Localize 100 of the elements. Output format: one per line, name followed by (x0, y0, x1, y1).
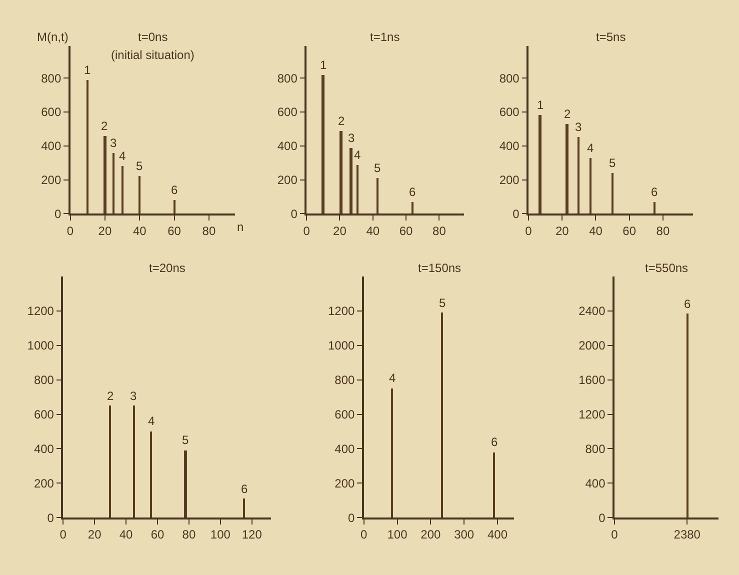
bar (538, 114, 542, 214)
annotation: 6 (491, 435, 498, 449)
annotation: 5 (374, 161, 381, 175)
y-tick-label: 1000 (328, 338, 356, 353)
y-tick-label: 800 (34, 373, 54, 388)
bar (173, 200, 176, 214)
bar (612, 172, 614, 214)
annotation: 1 (320, 58, 327, 72)
x-tick-label: 60 (150, 528, 164, 542)
annotation: 4 (587, 141, 594, 155)
x-tick-label: 100 (210, 528, 231, 542)
y-tick-label: 800 (499, 71, 520, 86)
x-tick-label: 20 (333, 224, 347, 238)
x-tick-label: 80 (656, 224, 670, 238)
annotation: 4 (119, 149, 126, 163)
annotation: 4 (148, 414, 155, 428)
x-tick-label: 80 (182, 528, 196, 542)
x-tick-label: 40 (589, 224, 603, 238)
bar (150, 432, 152, 518)
x-tick-label: 20 (555, 224, 570, 238)
annotation: 2 (101, 119, 108, 133)
y-tick-label: 200 (34, 476, 54, 490)
x-tick-label: 0 (525, 224, 532, 238)
y-tick-label: 0 (348, 510, 356, 525)
bar (376, 178, 379, 214)
x-tick-label: 20 (98, 224, 112, 238)
y-tick-label: 600 (334, 407, 356, 422)
y-tick-label: 0 (47, 510, 54, 525)
annotation: 5 (609, 156, 616, 170)
x-tick-label: 60 (622, 224, 636, 238)
annotation: 6 (684, 297, 691, 311)
chart-title: t=0ns (138, 30, 168, 44)
y-tick-label: 200 (499, 172, 520, 187)
chart-title: t=20ns (149, 261, 186, 275)
bar (112, 152, 114, 214)
x-tick-label: 120 (242, 528, 262, 542)
annotation: 5 (136, 159, 143, 173)
y-tick-label: 1200 (328, 304, 356, 318)
annotation: 3 (110, 136, 117, 150)
y-tick-label: 200 (41, 172, 62, 187)
bar (654, 202, 656, 214)
x-tick-label: 300 (454, 528, 474, 542)
annotation: 6 (241, 482, 248, 496)
bar (243, 498, 246, 518)
annotation: 3 (575, 120, 582, 134)
y-tick-label: 1000 (27, 338, 54, 353)
y-tick-label: 1200 (578, 407, 606, 422)
bar (109, 406, 112, 518)
chart-title: t=1ns (370, 30, 400, 44)
annotation: 5 (182, 433, 189, 447)
x-tick-label: 0 (303, 224, 310, 238)
x-tick-label: 200 (420, 528, 441, 542)
y-tick-label: 800 (334, 373, 356, 388)
bar (133, 406, 136, 518)
chart-title: t=550ns (645, 261, 688, 275)
bar (440, 312, 443, 518)
bar (322, 74, 325, 214)
x-tick-label: 80 (432, 224, 446, 238)
y-tick-label: 600 (34, 407, 54, 422)
y-tick-label: 800 (585, 442, 606, 456)
annotation: 6 (409, 185, 416, 199)
annotation: 4 (354, 148, 361, 162)
annotation: 1 (537, 98, 544, 112)
bar (578, 136, 580, 214)
y-tick-label: 600 (41, 105, 62, 120)
annotation: 6 (171, 183, 178, 197)
bar (184, 450, 188, 518)
y-tick-label: 200 (334, 476, 356, 490)
chart-title: t=5ns (596, 30, 626, 44)
chart-title: t=150ns (418, 261, 462, 275)
y-tick-label: 0 (598, 510, 606, 525)
bar (86, 80, 88, 214)
y-tick-label: 2000 (578, 338, 606, 353)
y-tick-label: 400 (34, 442, 54, 456)
annotation: 2 (107, 389, 114, 403)
y-tick-label: 400 (585, 476, 606, 490)
x-tick-label: 20 (88, 528, 102, 542)
annotation: 2 (338, 114, 345, 128)
bar (356, 164, 359, 214)
y-tick-label: 0 (290, 206, 298, 221)
bar (138, 176, 140, 214)
y-tick-label: 400 (499, 139, 520, 154)
bar (412, 202, 414, 214)
x-tick-label: 60 (399, 224, 414, 238)
x-tick-label: 400 (487, 528, 508, 542)
annotation: 3 (130, 389, 137, 403)
x-tick-label: 2380 (674, 528, 701, 542)
y-tick-label: 400 (277, 139, 298, 154)
chart-subtitle: (initial situation) (111, 48, 194, 62)
y-tick-label: 400 (334, 442, 356, 456)
bar (492, 452, 495, 518)
x-tick-label: 0 (611, 528, 618, 542)
x-axis-title: n (237, 220, 244, 234)
y-tick-label: 600 (277, 105, 298, 120)
x-tick-label: 40 (132, 224, 147, 238)
x-tick-label: 0 (360, 528, 368, 542)
x-tick-label: 80 (202, 224, 216, 238)
y-tick-label: 600 (499, 105, 520, 120)
annotation: 6 (651, 185, 658, 199)
bar (103, 136, 106, 214)
